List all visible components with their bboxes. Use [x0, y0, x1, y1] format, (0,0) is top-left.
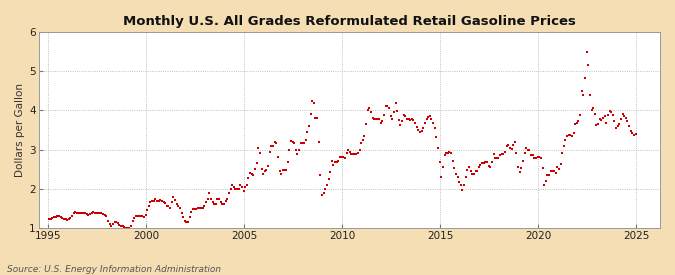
Text: Source: U.S. Energy Information Administration: Source: U.S. Energy Information Administ… [7, 265, 221, 274]
Y-axis label: Dollars per Gallon: Dollars per Gallon [15, 83, 25, 177]
Title: Monthly U.S. All Grades Reformulated Retail Gasoline Prices: Monthly U.S. All Grades Reformulated Ret… [123, 15, 576, 28]
